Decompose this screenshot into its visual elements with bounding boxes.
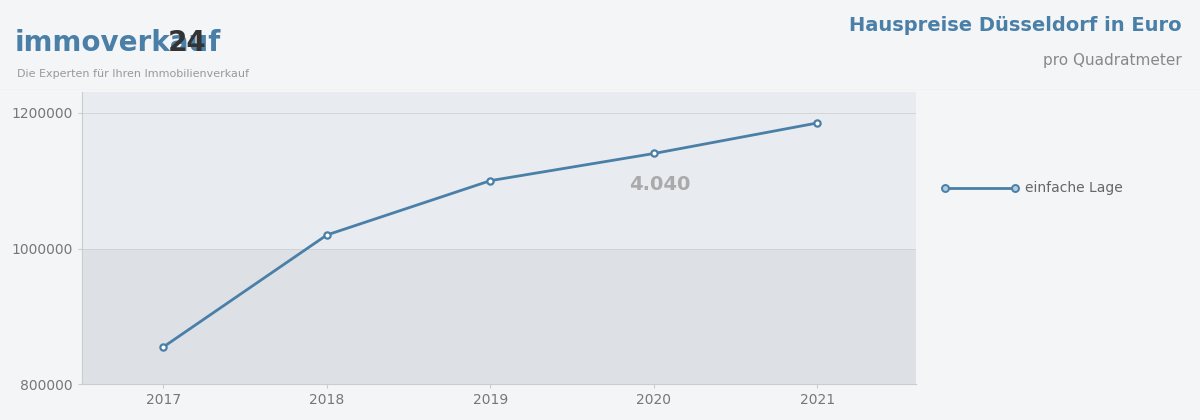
Bar xyxy=(82,249,916,384)
Text: 4.040: 4.040 xyxy=(630,175,691,194)
Text: Die Experten für Ihren Immobilienverkauf: Die Experten für Ihren Immobilienverkauf xyxy=(17,69,248,79)
Text: pro Quadratmeter: pro Quadratmeter xyxy=(1043,53,1182,68)
Text: 24: 24 xyxy=(168,29,206,57)
Text: immoverkauf: immoverkauf xyxy=(14,29,221,57)
Text: einfache Lage: einfache Lage xyxy=(1025,181,1123,195)
Text: Hauspreise Düsseldorf in Euro: Hauspreise Düsseldorf in Euro xyxy=(850,16,1182,35)
Bar xyxy=(82,92,916,249)
